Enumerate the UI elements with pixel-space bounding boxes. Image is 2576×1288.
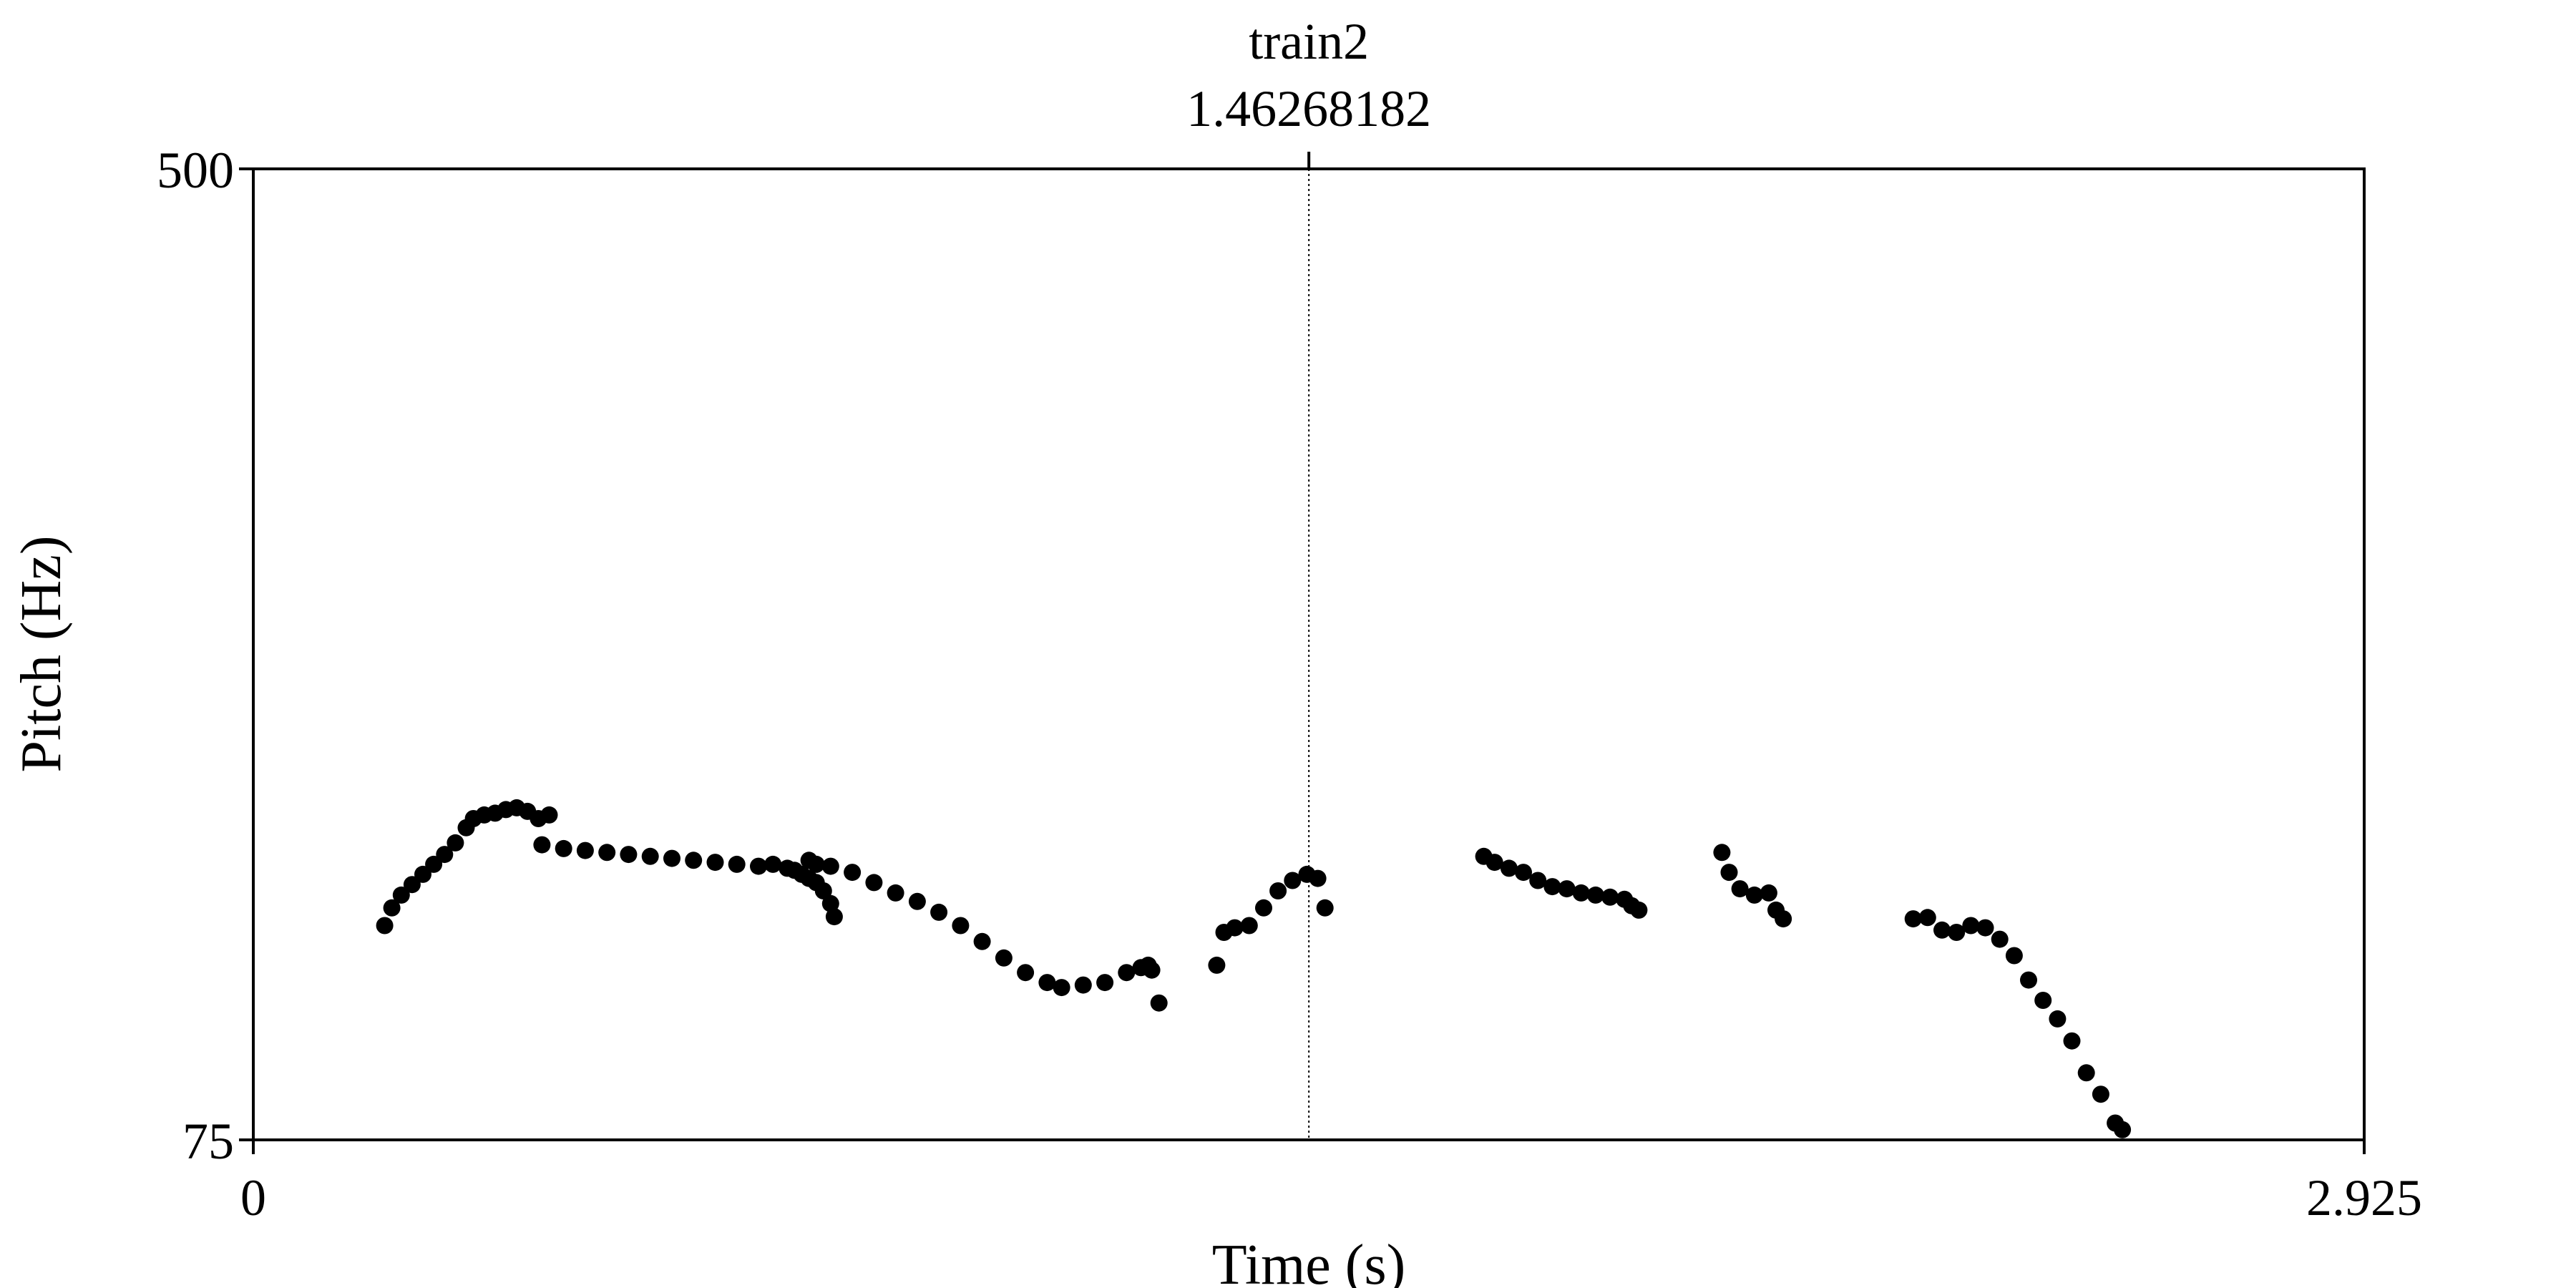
x-tick-label-min: 0 <box>240 1169 266 1226</box>
pitch-point <box>1948 924 1966 941</box>
pitch-point <box>620 846 638 864</box>
pitch-point <box>821 857 839 875</box>
pitch-point <box>1515 864 1532 882</box>
y-tick-label-max: 500 <box>157 142 234 199</box>
pitch-point <box>2063 1032 2081 1050</box>
pitch-point <box>2077 1064 2095 1082</box>
pitch-point <box>952 917 970 935</box>
pitch-point <box>844 864 862 882</box>
pitch-point <box>1601 888 1619 906</box>
pitch-point <box>1485 854 1503 872</box>
pitch-point <box>403 876 421 894</box>
pitch-point <box>1038 974 1056 992</box>
pitch-point <box>1904 910 1922 928</box>
y-axis-title: Pitch (Hz) <box>10 535 73 772</box>
pitch-point <box>1586 886 1604 904</box>
pitch-point <box>2020 971 2037 989</box>
chart-title: train2 <box>1249 13 1369 70</box>
pitch-point <box>1572 884 1590 902</box>
pitch-point <box>764 855 782 873</box>
pitch-point <box>1208 956 1226 974</box>
pitch-point <box>825 908 843 926</box>
pitch-points <box>376 799 2132 1138</box>
pitch-point <box>973 932 991 950</box>
pitch-point <box>1226 919 1244 937</box>
pitch-point <box>1118 964 1136 982</box>
pitch-point <box>2034 992 2052 1009</box>
plot-frame <box>252 167 2366 1141</box>
cursor-time-label: 1.46268182 <box>1186 80 1431 137</box>
pitch-point <box>821 894 839 912</box>
pitch-point <box>1775 910 1792 928</box>
pitch-point <box>706 854 724 872</box>
pitch-point <box>555 839 572 857</box>
pitch-point <box>685 852 703 869</box>
pitch-point <box>1731 880 1749 898</box>
pitch-point <box>576 841 594 859</box>
pitch-point <box>414 865 431 883</box>
pitch-point <box>930 903 948 921</box>
pitch-point <box>1255 899 1272 917</box>
pitch-point <box>807 855 825 873</box>
pitch-point <box>1991 930 2009 948</box>
pitch-point <box>750 857 767 875</box>
pitch-point <box>865 874 883 892</box>
pitch-point <box>1558 880 1576 898</box>
pitch-point <box>376 917 394 935</box>
pitch-point <box>1500 859 1518 877</box>
pitch-point <box>887 884 904 902</box>
pitch-point <box>2049 1010 2067 1028</box>
pitch-point <box>1918 909 1936 927</box>
pitch-point <box>383 899 401 917</box>
pitch-point <box>1962 917 1980 935</box>
pitch-point <box>1143 961 1161 979</box>
pitch-point <box>1529 872 1547 889</box>
pitch-point <box>425 855 443 873</box>
pitch-point <box>1543 878 1561 896</box>
pitch-point <box>598 844 616 862</box>
pitch-point <box>540 806 558 824</box>
pitch-point <box>533 836 551 854</box>
pitch-point <box>641 847 659 865</box>
pitch-point <box>1240 917 1258 935</box>
pitch-point <box>1284 872 1302 889</box>
pitch-point <box>447 834 464 852</box>
pitch-point <box>995 949 1013 967</box>
pitch-point <box>1720 864 1738 882</box>
pitch-point <box>1933 921 1951 939</box>
pitch-point <box>1745 886 1763 904</box>
pitch-point <box>728 855 746 873</box>
pitch-point <box>2114 1121 2132 1138</box>
pitch-point <box>1713 844 1731 862</box>
pitch-point <box>1053 979 1070 997</box>
pitch-point <box>1976 919 1994 937</box>
pitch-point <box>663 849 680 867</box>
x-tick-label-max: 2.925 <box>2306 1169 2422 1226</box>
pitch-point <box>1760 884 1777 902</box>
pitch-point <box>1150 994 1168 1012</box>
pitch-point <box>2092 1085 2109 1103</box>
pitch-point <box>436 846 454 864</box>
pitch-point <box>1096 974 1114 992</box>
pitch-point <box>1017 964 1035 982</box>
pitch-point <box>814 882 832 899</box>
pitch-point <box>1630 901 1648 919</box>
pitch-point <box>908 892 926 910</box>
pitch-point <box>1309 869 1327 887</box>
y-tick-label-min: 75 <box>182 1113 234 1170</box>
pitch-point <box>1074 976 1092 994</box>
pitch-point <box>1269 882 1287 899</box>
x-axis-title: Time (s) <box>1212 1234 1405 1288</box>
pitch-point <box>2005 947 2023 965</box>
pitch-point <box>1316 899 1334 917</box>
pitch-point <box>392 886 410 904</box>
